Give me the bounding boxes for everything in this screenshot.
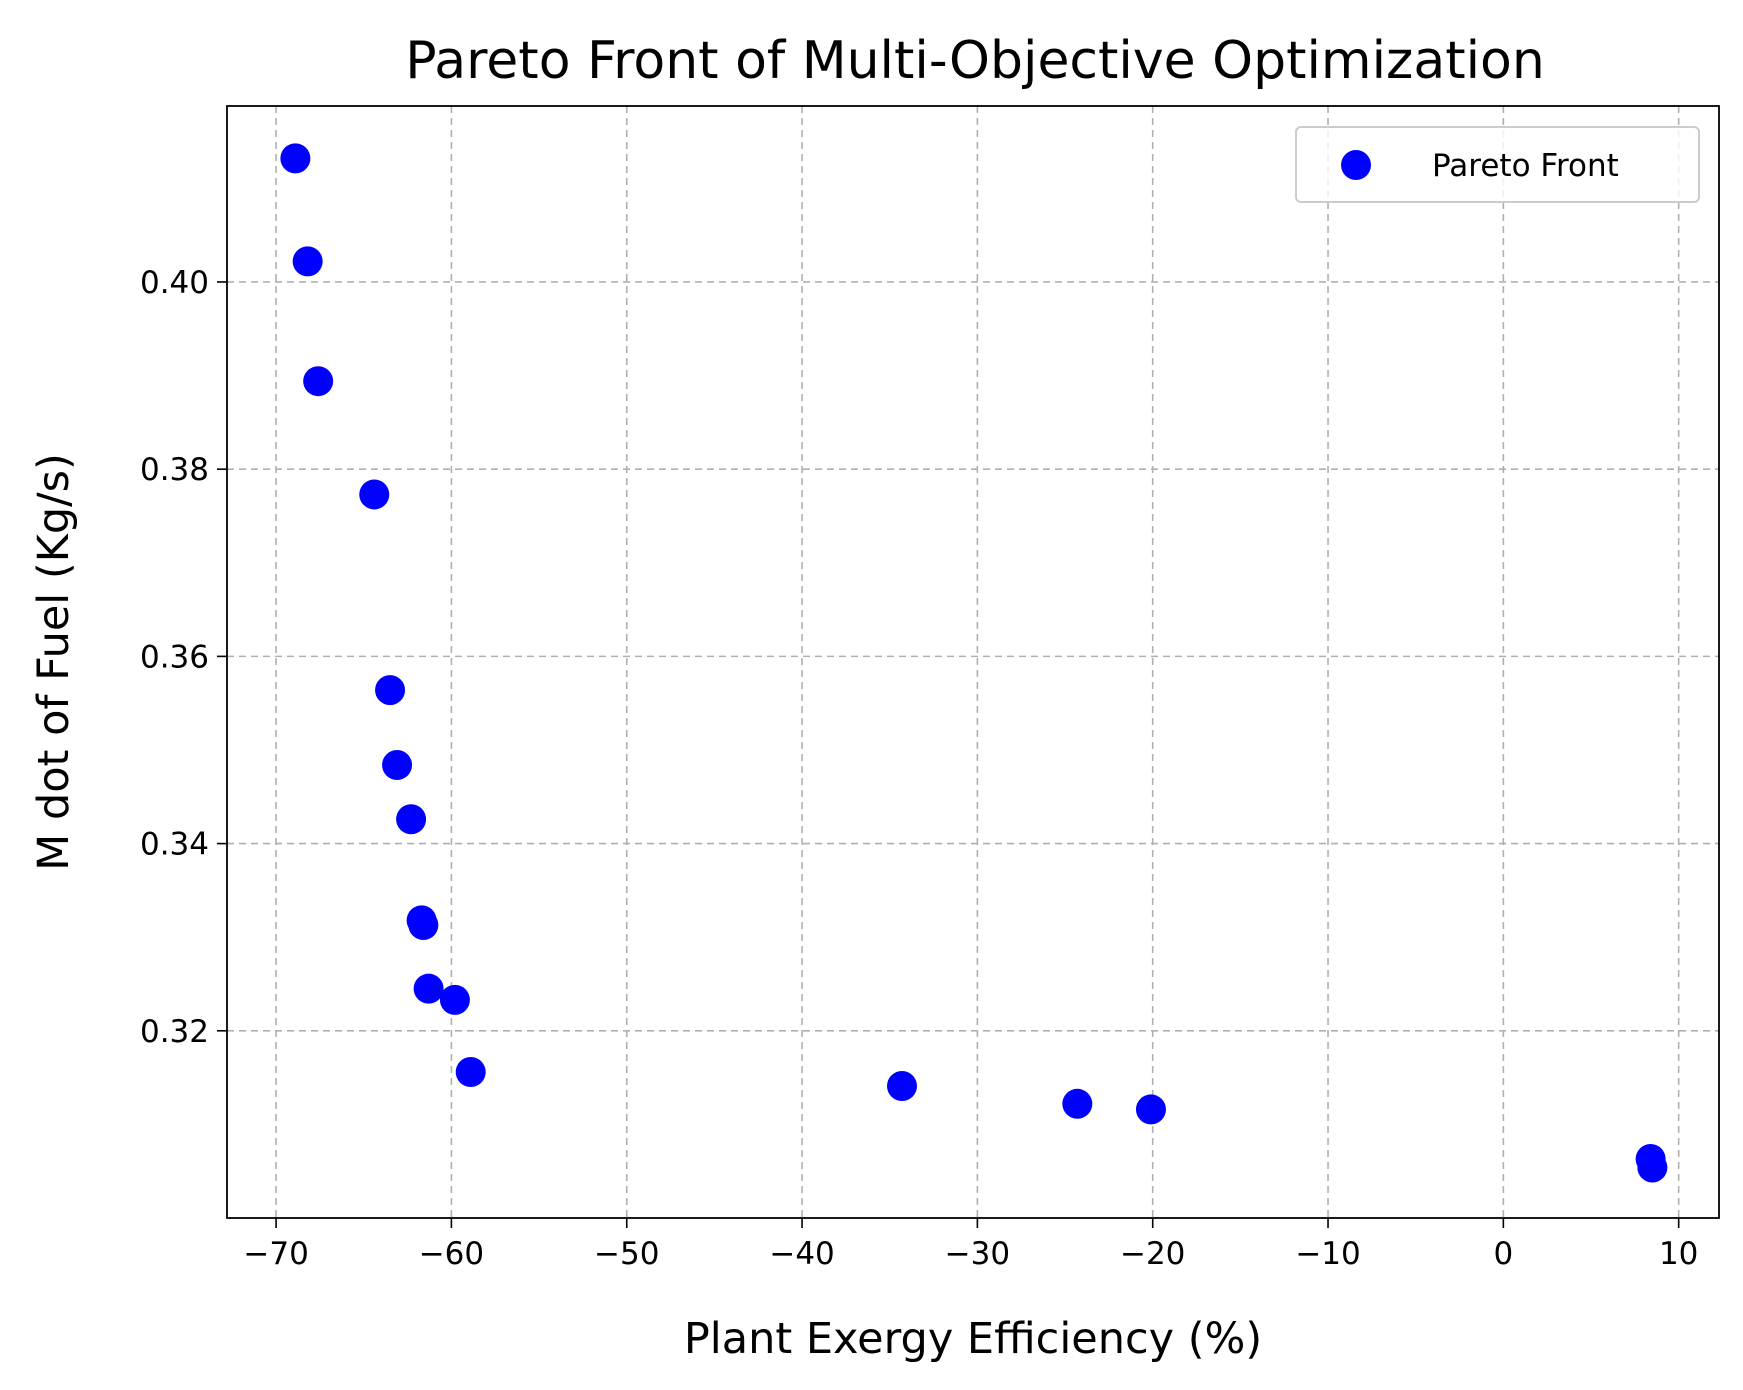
legend-marker	[1341, 150, 1371, 180]
x-tick-label: −60	[419, 1236, 484, 1272]
y-tick-label: 0.36	[140, 639, 209, 675]
scatter-point	[1135, 1094, 1166, 1125]
scatter-point	[455, 1056, 486, 1087]
x-tick-label: −50	[594, 1236, 659, 1272]
scatter-point	[413, 973, 444, 1004]
x-tick-label: −10	[1295, 1236, 1360, 1272]
grid	[227, 106, 1719, 1218]
chart-title: Pareto Front of Multi-Objective Optimiza…	[405, 31, 1545, 91]
x-tick-label: −20	[1120, 1236, 1185, 1272]
y-tick-label: 0.38	[140, 452, 209, 488]
plot-frame	[226, 105, 1720, 1219]
legend-label: Pareto Front	[1432, 148, 1619, 184]
y-tick-label: 0.34	[140, 827, 209, 863]
scatter-point	[439, 984, 470, 1015]
x-tick-label: −70	[243, 1236, 308, 1272]
x-tick-label: 0	[1493, 1236, 1513, 1272]
scatter-point	[303, 366, 334, 397]
scatter-point	[886, 1071, 917, 1102]
scatter-point	[359, 479, 390, 510]
scatter-point	[1062, 1088, 1093, 1119]
x-tick-label: −40	[769, 1236, 834, 1272]
x-tick-label: −30	[945, 1236, 1010, 1272]
y-axis-label: M dot of Fuel (Kg/s)	[29, 453, 79, 871]
scatter-point	[382, 749, 413, 780]
scatter-point	[280, 143, 311, 174]
legend: Pareto Front	[1295, 126, 1700, 203]
y-tick-label: 0.40	[140, 265, 209, 301]
y-axis: 0.32 0.34 0.36 0.38 0.40	[140, 265, 227, 1050]
scatter-point	[408, 910, 439, 941]
scatter-point	[1637, 1152, 1668, 1183]
scatter-point	[292, 246, 323, 277]
x-axis: −70 −60 −50 −40 −30 −20 −10 0 10	[243, 1218, 1698, 1272]
scatter-points	[280, 143, 1668, 1183]
scatter-point	[375, 675, 406, 706]
legend-box	[1295, 126, 1700, 203]
x-tick-label: 10	[1659, 1236, 1698, 1272]
x-axis-label: Plant Exergy Efficiency (%)	[684, 1314, 1262, 1364]
scatter-point	[396, 804, 427, 835]
y-tick-label: 0.32	[140, 1014, 209, 1050]
